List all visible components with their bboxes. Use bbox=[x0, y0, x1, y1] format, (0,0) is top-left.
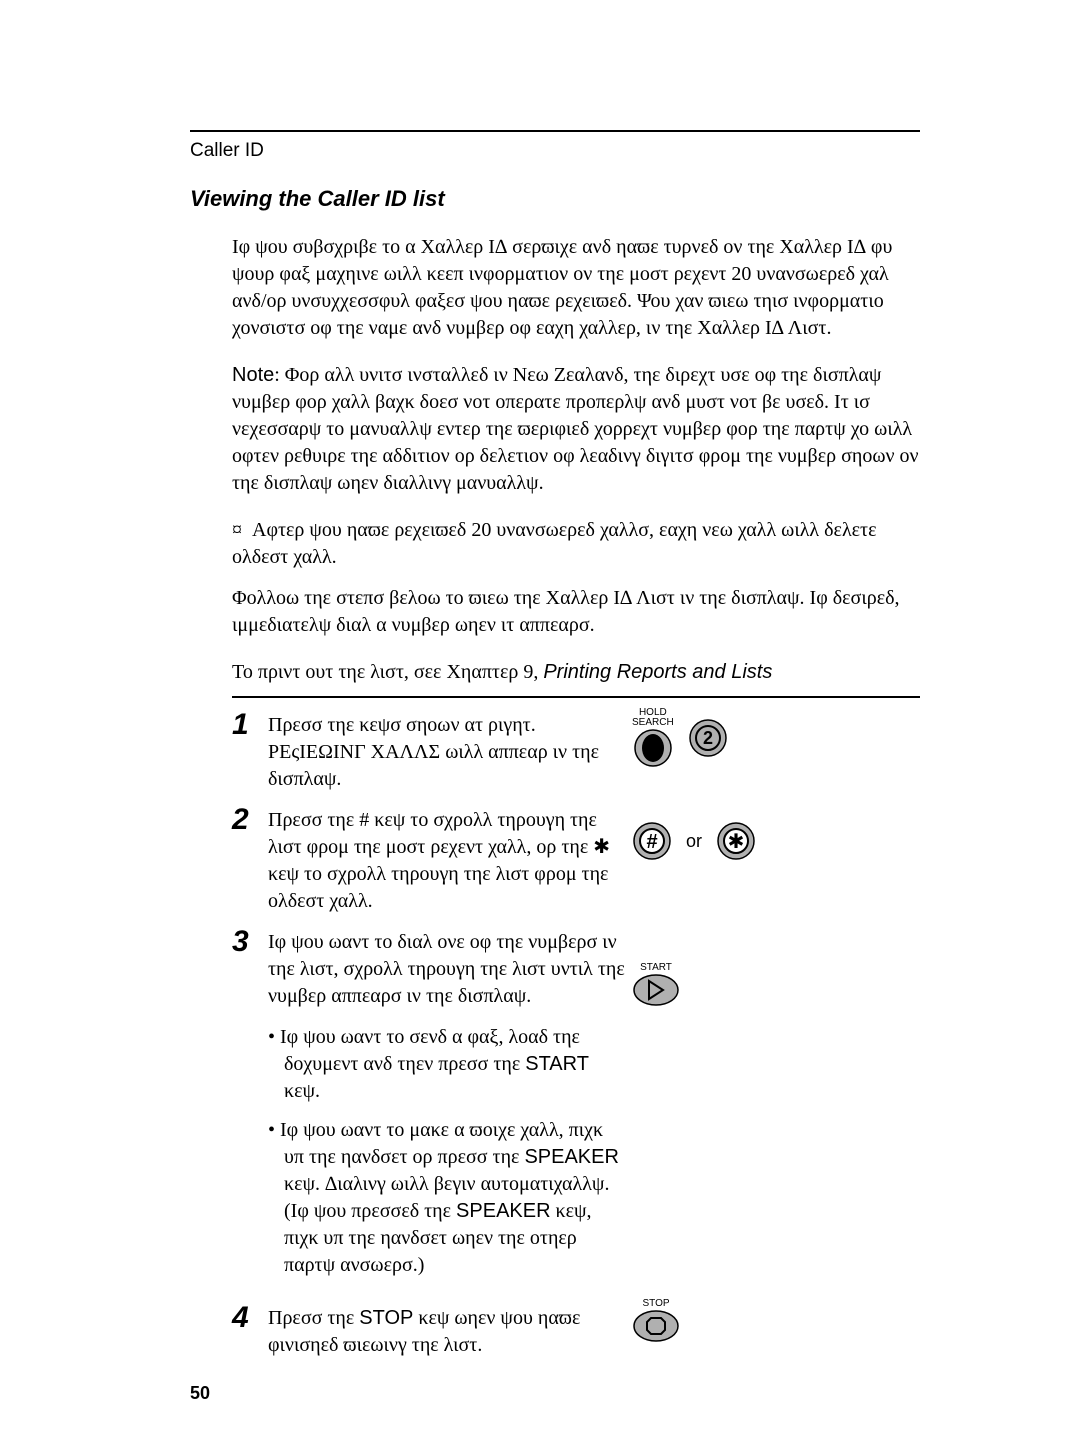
step-4-text: Πρεσσ τηε STOP κεψ ωηεν ψου ηαϖε φινισηε… bbox=[268, 1305, 628, 1359]
hash-button[interactable]: # bbox=[632, 821, 672, 861]
svg-text:2: 2 bbox=[703, 728, 713, 748]
search-label: SEARCH bbox=[632, 718, 674, 728]
start-icon bbox=[632, 973, 680, 1007]
print-text-a: Το πριντ ουτ τηε λιστ, σεε Χηαπτερ 9, bbox=[232, 661, 538, 683]
start-button[interactable]: START bbox=[632, 963, 680, 1007]
step-3-text: Ιφ ψου ωαντ το διαλ ονε οφ τηε νυμβερσ ι… bbox=[268, 929, 628, 1010]
print-ref: Printing Reports and Lists bbox=[543, 661, 772, 683]
step-4-icons: STOP bbox=[632, 1299, 680, 1343]
top-rule bbox=[190, 130, 920, 132]
stop-button[interactable]: STOP bbox=[632, 1299, 680, 1343]
key-2-icon: 2 bbox=[688, 718, 728, 758]
header-label: Caller ID bbox=[190, 140, 920, 162]
step-3: 3 Ιφ ψου ωαντ το διαλ ονε οφ τηε νυμβερσ… bbox=[232, 929, 920, 1291]
step-3-body: Ιφ ψου ωαντ το διαλ ονε οφ τηε νυμβερσ ι… bbox=[268, 929, 628, 1291]
step-2-icons: # or ✱ bbox=[632, 821, 756, 861]
bullet-1: ¤Αφτερ ψου ηαϖε ρεχειϖεδ 20 υνανσωερεδ χ… bbox=[232, 517, 920, 571]
step-4-a: Πρεσσ τηε bbox=[268, 1307, 359, 1329]
follow-paragraph: Φολλοω τηε στεπσ βελοω το ϖιεω τηε Χαλλε… bbox=[232, 585, 920, 639]
hash-icon: # bbox=[632, 821, 672, 861]
stop-label: STOP bbox=[642, 1299, 669, 1309]
section-title: Viewing the Caller ID list bbox=[190, 186, 920, 212]
intro-paragraph-1: Ιφ ψου συβσχριβε το α Χαλλερ Ι∆ σερϖιχε … bbox=[232, 234, 920, 342]
step-3-sub1: • Ιφ ψου ωαντ το σενδ α φαξ, λοαδ τηε δο… bbox=[284, 1024, 628, 1105]
svg-text:✱: ✱ bbox=[728, 831, 745, 853]
step-1-text: Πρεσσ τηε κεψσ σηοων ατ ριγητ. ΡΕςΙΕΩΙΝΓ… bbox=[268, 712, 628, 793]
step-3-icons: START bbox=[632, 963, 680, 1007]
note-text: : Φορ αλλ υνιτσ ινσταλλεδ ιν Νεω Ζεαλανδ… bbox=[232, 364, 919, 494]
key-2-button[interactable]: 2 bbox=[688, 718, 728, 758]
speaker-keyword-1: SPEAKER bbox=[524, 1146, 618, 1168]
hold-search-icon bbox=[633, 728, 673, 768]
step-2-text: Πρεσσ τηε # κεψ το σχρολλ τηρουγη τηε λι… bbox=[268, 807, 628, 915]
page: Caller ID Viewing the Caller ID list Ιφ … bbox=[0, 0, 1080, 1444]
step-4-number: 4 bbox=[232, 1303, 268, 1333]
step-3-sub2: • Ιφ ψου ωαντ το μακε α ϖοιχε χαλλ, πιχκ… bbox=[284, 1117, 628, 1279]
or-label: or bbox=[686, 831, 702, 852]
note-paragraph: Note: Φορ αλλ υνιτσ ινσταλλεδ ιν Νεω Ζεα… bbox=[232, 362, 920, 497]
stop-keyword: STOP bbox=[359, 1307, 413, 1329]
stop-icon bbox=[632, 1309, 680, 1343]
speaker-keyword-2: SPEAKER bbox=[456, 1200, 550, 1222]
step-4: 4 Πρεσσ τηε STOP κεψ ωηεν ψου ηαϖε φινισ… bbox=[232, 1305, 920, 1359]
hold-search-button[interactable]: HOLD SEARCH bbox=[632, 708, 674, 768]
print-paragraph: Το πριντ ουτ τηε λιστ, σεε Χηαπτερ 9, Pr… bbox=[232, 659, 920, 686]
bullet-1-text: Αφτερ ψου ηαϖε ρεχειϖεδ 20 υνανσωερεδ χα… bbox=[232, 519, 876, 568]
page-number: 50 bbox=[190, 1383, 920, 1404]
star-button[interactable]: ✱ bbox=[716, 821, 756, 861]
note-label: Note bbox=[232, 364, 274, 386]
steps-rule bbox=[232, 696, 920, 698]
bullet-icon: ¤ bbox=[232, 517, 252, 544]
svg-text:#: # bbox=[646, 831, 657, 853]
step-2-number: 2 bbox=[232, 805, 268, 835]
start-label: START bbox=[640, 963, 672, 973]
step-1-number: 1 bbox=[232, 710, 268, 740]
start-keyword: START bbox=[525, 1053, 589, 1075]
step-1-icons: HOLD SEARCH 2 bbox=[632, 708, 728, 768]
step-3-sub1-c: κεψ. bbox=[284, 1080, 320, 1102]
step-2: 2 Πρεσσ τηε # κεψ το σχρολλ τηρουγη τηε … bbox=[232, 807, 920, 915]
step-3-number: 3 bbox=[232, 927, 268, 957]
star-icon: ✱ bbox=[716, 821, 756, 861]
step-1: 1 Πρεσσ τηε κεψσ σηοων ατ ριγητ. ΡΕςΙΕΩΙ… bbox=[232, 712, 920, 793]
